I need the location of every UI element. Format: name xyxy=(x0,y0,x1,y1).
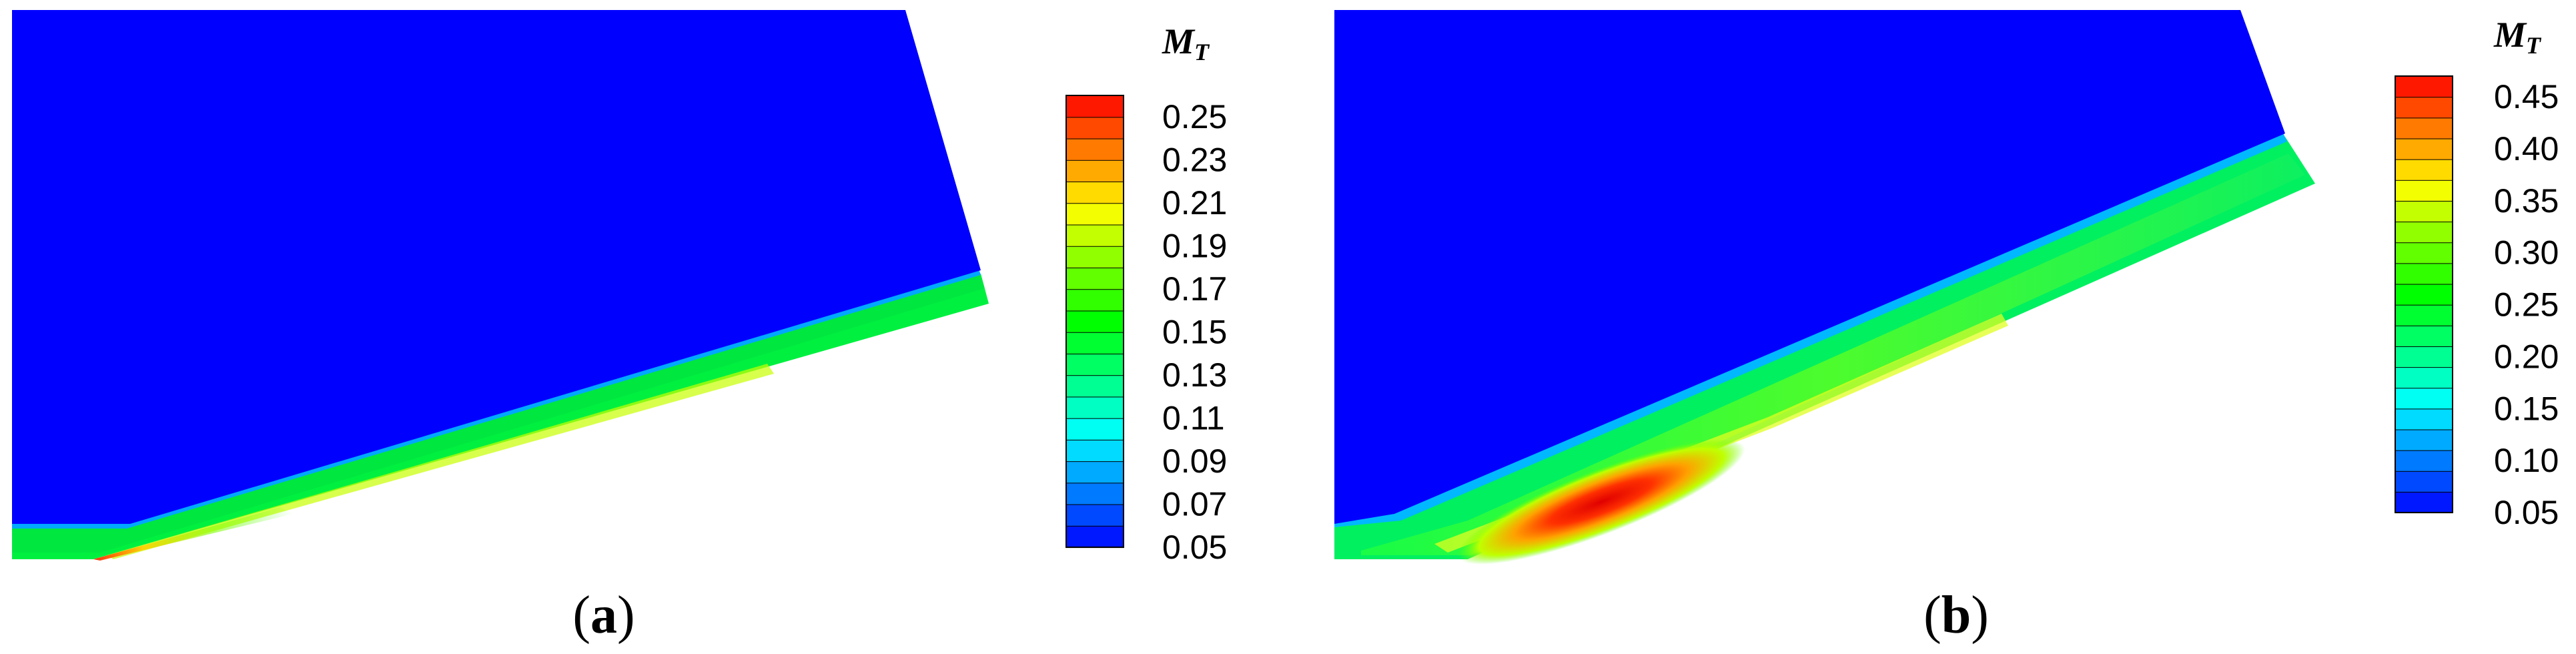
colorbar-tick-label: 0.10 xyxy=(2494,442,2559,479)
colorbar-level-swatch xyxy=(2395,117,2453,139)
colorbar-tick-label: 0.45 xyxy=(2494,78,2559,115)
panel-b-hot-region xyxy=(1457,439,1745,565)
colorbar-level-swatch xyxy=(1065,267,1124,290)
panel-b-wall-band-core xyxy=(1361,153,2305,555)
colorbar-level-swatch xyxy=(2395,180,2453,202)
panel-b-blue-region xyxy=(1334,10,2285,524)
panel-a-blue-region xyxy=(12,10,981,524)
panel-a-hot-spot xyxy=(93,507,294,561)
colorbar-tick-label: 0.20 xyxy=(2494,338,2559,375)
colorbar-tick-label: 0.09 xyxy=(1162,442,1227,480)
colorbar-tick-label: 0.05 xyxy=(1162,529,1227,566)
colorbar-level-swatch xyxy=(2395,408,2453,430)
colorbar-tick-label: 0.21 xyxy=(1162,184,1227,222)
colorbar-level-swatch xyxy=(1065,224,1124,247)
colorbar-tick-label: 0.17 xyxy=(1162,270,1227,308)
colorbar-level-swatch xyxy=(1065,310,1124,333)
colorbar-tick-label: 0.13 xyxy=(1162,356,1227,394)
colorbar-level-swatch xyxy=(1065,246,1124,269)
colorbar-level-swatch xyxy=(2395,387,2453,410)
colorbar-tick-label: 0.05 xyxy=(2494,494,2559,531)
colorbar-level-swatch xyxy=(1065,460,1124,484)
colorbar-tick-label: 0.11 xyxy=(1162,400,1225,437)
colorbar-tick-label: 0.15 xyxy=(2494,390,2559,427)
colorbar-level-swatch xyxy=(2395,262,2453,285)
colorbar-tick-label: 0.19 xyxy=(1162,228,1227,265)
colorbar-level-swatch xyxy=(1065,482,1124,505)
panel-a-label: (a) xyxy=(572,586,634,645)
colorbar-tick-label: 0.25 xyxy=(1162,98,1227,135)
panel-a-colorbar-title: MT xyxy=(1162,21,1210,65)
colorbar-level-swatch xyxy=(2395,200,2453,223)
panel-b-colorbar-title: MT xyxy=(2493,15,2542,59)
colorbar-level-swatch xyxy=(1065,288,1124,312)
colorbar-level-swatch xyxy=(1065,202,1124,226)
colorbar-tick-label: 0.07 xyxy=(1162,486,1227,523)
colorbar-tick-label: 0.15 xyxy=(1162,314,1227,351)
colorbar-level-swatch xyxy=(2395,366,2453,389)
colorbar-tick-label: 0.35 xyxy=(2494,182,2559,220)
panel-b-label: (b) xyxy=(1923,586,1989,645)
colorbar-level-swatch xyxy=(2395,96,2453,119)
colorbar-level-swatch xyxy=(2395,450,2453,472)
colorbar-level-swatch xyxy=(2395,242,2453,264)
colorbar-level-swatch xyxy=(2395,283,2453,306)
colorbar-level-swatch xyxy=(1065,396,1124,419)
colorbar-level-swatch xyxy=(1065,137,1124,161)
panel-a-contour-plot xyxy=(12,10,989,561)
colorbar-level-swatch xyxy=(1065,332,1124,354)
colorbar-level-swatch xyxy=(2395,159,2453,181)
colorbar-level-swatch xyxy=(1065,418,1124,440)
colorbar-level-swatch xyxy=(1065,374,1124,398)
colorbar-level-swatch xyxy=(2395,137,2453,160)
colorbar-level-swatch xyxy=(1065,159,1124,183)
colorbar-level-swatch xyxy=(2395,325,2453,347)
panel-b-contour-plot xyxy=(1334,10,2315,565)
colorbar-level-swatch xyxy=(1065,525,1124,549)
colorbar-level-swatch xyxy=(2395,75,2453,98)
colorbar-level-swatch xyxy=(1065,353,1124,376)
panel-a-colorbar: 0.25 0.23 0.21 0.19 0.17 0.15 0.13 0.11 0.09 0.07… xyxy=(1065,95,1227,566)
panel-b-wall-band xyxy=(1334,137,2315,559)
panel-b-colorbar-frame xyxy=(2395,75,2453,513)
colorbar-tick-label: 0.30 xyxy=(2494,234,2559,272)
colorbar-level-swatch xyxy=(1065,95,1124,118)
colorbar-level-swatch xyxy=(2395,491,2453,514)
colorbar-tick-label: 0.23 xyxy=(1162,141,1227,179)
colorbar-level-swatch xyxy=(2395,470,2453,493)
colorbar-level-swatch xyxy=(2395,221,2453,244)
colorbar-level-swatch xyxy=(2395,428,2453,451)
colorbar-level-swatch xyxy=(1065,181,1124,204)
colorbar-level-swatch xyxy=(1065,439,1124,462)
colorbar-level-swatch xyxy=(1065,504,1124,527)
colorbar-level-swatch xyxy=(2395,304,2453,326)
panel-a-wall-band-inner xyxy=(12,275,985,553)
colorbar-tick-label: 0.40 xyxy=(2494,130,2559,168)
panel-b-colorbar: 0.45 0.40 0.35 0.30 0.25 0.20 0.15 0.10 0.05 xyxy=(2395,75,2559,531)
colorbar-level-swatch xyxy=(2395,346,2453,368)
colorbar-tick-label: 0.25 xyxy=(2494,286,2559,324)
colorbar-level-swatch xyxy=(1065,116,1124,139)
panel-a-colorbar-frame xyxy=(1065,95,1124,548)
